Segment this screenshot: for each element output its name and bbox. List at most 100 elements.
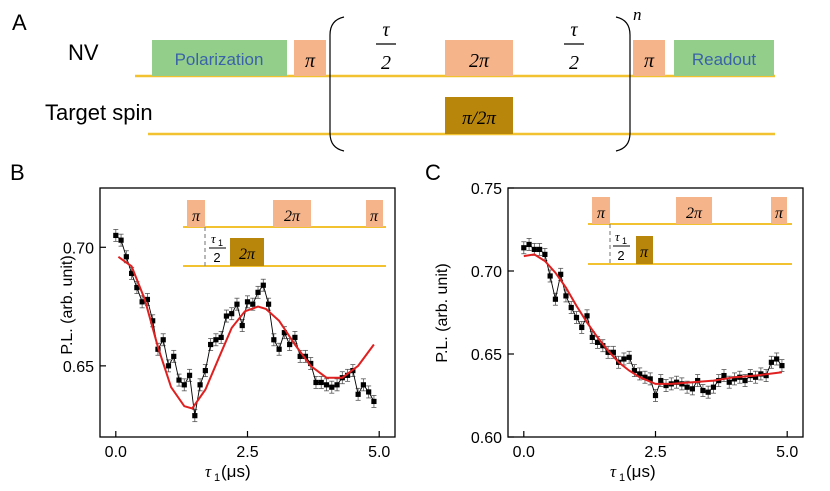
repeat-n-label: n	[633, 5, 642, 24]
inset-b-target-text: 2π	[239, 246, 256, 263]
inset-b-pi-1-text: π	[192, 208, 201, 225]
inset-b-pi-2-text: π	[370, 208, 379, 225]
panel-b-data-point	[229, 311, 235, 317]
pi-pulse-2	[633, 40, 665, 76]
panel-c-data-point	[721, 372, 727, 379]
panel-c-xtick-label: 0.0	[513, 444, 535, 461]
panel-b-data-point	[260, 282, 266, 288]
panel-b-xtick-label: 5.0	[368, 444, 390, 461]
panel-a: A NV Target spin Polarization π n τ 2 2π…	[12, 5, 775, 152]
panel-c-ylabel: P.L. (arb. unit)	[434, 263, 451, 362]
inset-c-2pi	[676, 197, 712, 224]
panel-b-ytick-label: 0.70	[63, 240, 94, 257]
panel-c-data-point	[663, 382, 669, 389]
panel-b-data-point	[176, 377, 182, 383]
inset-b-pi-1	[187, 200, 205, 227]
panel-b-data-point	[134, 285, 140, 291]
inset-b-pi-2	[366, 200, 383, 227]
panel-b-data-point	[213, 337, 219, 343]
panel-c-ytick-label: 0.65	[471, 347, 502, 364]
panel-b-data-point	[250, 301, 256, 307]
panel-c-ytick-label: 0.60	[471, 430, 502, 447]
panel-b-fit-curve	[117, 255, 375, 410]
panel-c-data-point	[700, 387, 706, 394]
panel-c: C P.L. (arb. unit) 0.0 2.5 5.0 0.60 0.65 0.70…	[425, 160, 804, 484]
panel-c-data-point	[610, 349, 616, 355]
panel-c-data-point	[731, 376, 738, 382]
inset-c-pi-1-text: π	[597, 205, 606, 222]
panel-b-data-point	[302, 353, 309, 359]
panel-b-plot-frame	[99, 187, 396, 438]
panel-b-xlabel-sub: 1	[214, 472, 220, 484]
panel-c-fit-curve	[523, 253, 783, 385]
panel-c-data-point	[768, 359, 774, 365]
panel-c-data-point	[758, 371, 764, 377]
two-pi-pulse	[445, 40, 513, 76]
inset-b-den: 2	[213, 250, 220, 265]
panel-a-label: A	[12, 10, 27, 35]
panel-c-xlabel-sub: 1	[619, 472, 625, 484]
panel-b-data-point	[265, 301, 272, 307]
panel-b-xtick-label: 0.0	[105, 444, 127, 461]
inset-c-tau: τ	[615, 229, 621, 244]
panel-c-data-point	[626, 354, 632, 360]
panel-b-data-point	[355, 391, 361, 397]
panel-b-label: B	[10, 160, 25, 185]
tau-half-fraction-2: τ 2	[564, 19, 584, 74]
panel-c-data-point	[605, 349, 611, 355]
inset-c-target-pulse	[636, 236, 653, 264]
readout-text: Readout	[692, 50, 757, 69]
panel-c-data-point	[589, 334, 595, 340]
panel-b-data-point	[129, 270, 135, 276]
panel-c-data-point	[658, 377, 664, 384]
tau-half-fraction-1: τ 2	[376, 19, 396, 74]
panel-c-data-point	[573, 314, 580, 321]
panel-c-data-point	[705, 389, 711, 395]
right-bracket	[615, 16, 631, 152]
tau-half-2-num: τ	[570, 19, 578, 41]
inset-c-target-text: π	[640, 244, 649, 261]
panel-b-data-point	[244, 299, 251, 305]
panel-b-data-point	[144, 296, 151, 303]
readout-pulse	[674, 40, 774, 76]
inset-c-den: 2	[617, 248, 624, 263]
panel-c-data-point	[621, 356, 627, 362]
pi-pulse-2-text: π	[644, 50, 655, 72]
panel-b-inset: π 2π π τ 1 2 2π	[183, 200, 386, 267]
tau-half-1-den: 2	[381, 52, 391, 74]
panel-b-data-point	[186, 372, 193, 378]
panel-c-data-point	[579, 324, 585, 331]
inset-b-tau-sub: 1	[218, 238, 223, 248]
left-bracket	[329, 16, 345, 152]
panel-c-data-point	[600, 343, 606, 349]
panel-c-ytick-label: 0.70	[471, 264, 502, 281]
pi-pulse-1-text: π	[305, 50, 316, 72]
panel-b-data-point	[165, 363, 172, 369]
panel-c-data-point	[673, 379, 680, 385]
panel-c-inset: π 2π π τ 1 2 π	[588, 197, 792, 265]
panel-c-data-point	[647, 376, 653, 382]
panel-c-data-point	[531, 246, 537, 253]
panel-b-xtick-label: 2.5	[236, 444, 258, 461]
panel-c-data-point	[742, 377, 748, 384]
panel-b-xlabel-unit: (μs)	[221, 462, 251, 481]
panel-c-ytick-label: 0.75	[471, 181, 502, 198]
panel-c-data-point	[689, 386, 695, 392]
panel-b-ticks: 0.0 2.5 5.0 0.65 0.70	[63, 240, 391, 461]
inset-c-tau-fraction: τ 1 2	[613, 229, 630, 263]
panel-b-data-point	[292, 334, 298, 340]
panel-b-data-point	[308, 360, 314, 367]
panel-b-data-point	[281, 330, 287, 336]
panel-c-data-point	[563, 293, 569, 299]
panel-c-data-point	[752, 374, 759, 380]
panel-b-data-point	[118, 237, 124, 243]
tau-half-2-den: 2	[569, 52, 579, 74]
inset-c-pi-2-text: π	[775, 205, 784, 222]
panel-c-data-point	[637, 371, 643, 377]
panel-c-data-point	[521, 245, 527, 251]
panel-b-xlabel-sym: τ	[205, 462, 212, 481]
inset-b-2pi-text: 2π	[284, 208, 301, 225]
panel-b-data-point	[297, 353, 303, 359]
panel-b-data-point	[329, 384, 335, 390]
